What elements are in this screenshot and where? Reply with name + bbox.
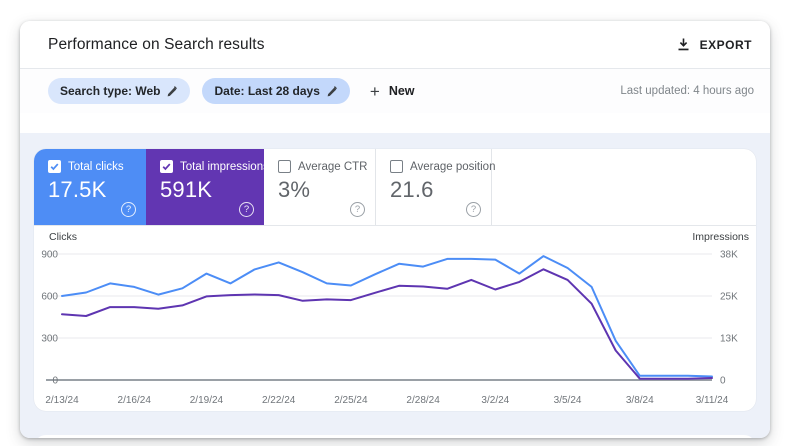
svg-text:0: 0 bbox=[720, 376, 726, 387]
metric-tile-average-ctr[interactable]: Average CTR 3% ? bbox=[264, 149, 376, 225]
svg-text:2/13/24: 2/13/24 bbox=[45, 395, 79, 406]
metric-label: Average position bbox=[410, 160, 496, 173]
edit-pencil-icon bbox=[327, 85, 338, 97]
metric-value: 3% bbox=[278, 177, 311, 202]
help-icon[interactable]: ? bbox=[350, 202, 365, 217]
metric-tile-total-impressions[interactable]: Total impressions 591K ? bbox=[146, 149, 269, 225]
svg-text:2/16/24: 2/16/24 bbox=[118, 395, 152, 406]
metric-label: Average CTR bbox=[298, 160, 368, 173]
help-icon[interactable]: ? bbox=[239, 202, 254, 217]
metric-label: Total clicks bbox=[68, 160, 124, 173]
new-filter-label: New bbox=[388, 84, 415, 98]
performance-line-chart[interactable]: Clicks Impressions 0 0 300 13K 600 25K 900 38K 2… bbox=[34, 226, 756, 411]
checkbox-icon[interactable] bbox=[48, 160, 61, 173]
checkbox-icon[interactable] bbox=[390, 160, 403, 173]
svg-text:13K: 13K bbox=[720, 334, 738, 345]
metric-tile-total-clicks[interactable]: Total clicks 17.5K ? bbox=[34, 149, 146, 225]
help-icon[interactable]: ? bbox=[466, 202, 481, 217]
svg-text:2/19/24: 2/19/24 bbox=[190, 395, 224, 406]
svg-text:300: 300 bbox=[41, 334, 58, 345]
content-area: Total clicks 17.5K ? Total impressions 5… bbox=[20, 133, 770, 438]
date-range-chip[interactable]: Date: Last 28 days bbox=[202, 78, 350, 104]
performance-report-window: Performance on Search results EXPORT Sea… bbox=[20, 21, 770, 438]
date-range-chip-label: Date: Last 28 days bbox=[214, 84, 320, 98]
header-divider bbox=[20, 68, 770, 69]
edit-pencil-icon bbox=[167, 85, 178, 97]
metric-value: 591K bbox=[160, 177, 213, 202]
search-type-chip-label: Search type: Web bbox=[60, 84, 161, 98]
svg-text:2/25/24: 2/25/24 bbox=[334, 395, 368, 406]
new-filter-button[interactable]: + New bbox=[362, 79, 423, 104]
svg-text:3/2/24: 3/2/24 bbox=[481, 395, 509, 406]
svg-text:3/8/24: 3/8/24 bbox=[626, 395, 654, 406]
metric-value: 21.6 bbox=[390, 177, 434, 202]
next-section-card bbox=[34, 435, 756, 438]
checkbox-icon[interactable] bbox=[160, 160, 173, 173]
svg-text:0: 0 bbox=[52, 376, 58, 387]
filter-toolbar: Search type: Web Date: Last 28 days + Ne… bbox=[20, 69, 770, 113]
svg-text:25K: 25K bbox=[720, 292, 738, 303]
svg-text:38K: 38K bbox=[720, 250, 738, 261]
help-icon[interactable]: ? bbox=[121, 202, 136, 217]
last-updated-text: Last updated: 4 hours ago bbox=[620, 85, 754, 97]
svg-text:600: 600 bbox=[41, 292, 58, 303]
svg-text:3/5/24: 3/5/24 bbox=[554, 395, 582, 406]
search-type-chip[interactable]: Search type: Web bbox=[48, 78, 191, 104]
checkbox-icon[interactable] bbox=[278, 160, 291, 173]
plus-icon: + bbox=[369, 81, 380, 101]
right-axis-title: Impressions bbox=[692, 231, 749, 243]
export-button[interactable]: EXPORT bbox=[670, 31, 758, 58]
svg-text:2/22/24: 2/22/24 bbox=[262, 395, 296, 406]
page-header: Performance on Search results EXPORT bbox=[20, 21, 770, 68]
metric-value: 17.5K bbox=[48, 177, 107, 202]
metric-tile-average-position[interactable]: Average position 21.6 ? bbox=[376, 149, 496, 225]
metric-label: Total impressions bbox=[180, 160, 269, 173]
svg-text:900: 900 bbox=[41, 250, 58, 261]
export-label: EXPORT bbox=[699, 37, 752, 52]
performance-card: Total clicks 17.5K ? Total impressions 5… bbox=[34, 149, 756, 411]
left-axis-title: Clicks bbox=[49, 231, 77, 243]
page-title: Performance on Search results bbox=[48, 35, 265, 53]
svg-text:3/11/24: 3/11/24 bbox=[696, 395, 729, 406]
download-icon bbox=[676, 37, 691, 52]
metric-tiles-row: Total clicks 17.5K ? Total impressions 5… bbox=[34, 149, 756, 226]
svg-text:2/28/24: 2/28/24 bbox=[406, 395, 440, 406]
